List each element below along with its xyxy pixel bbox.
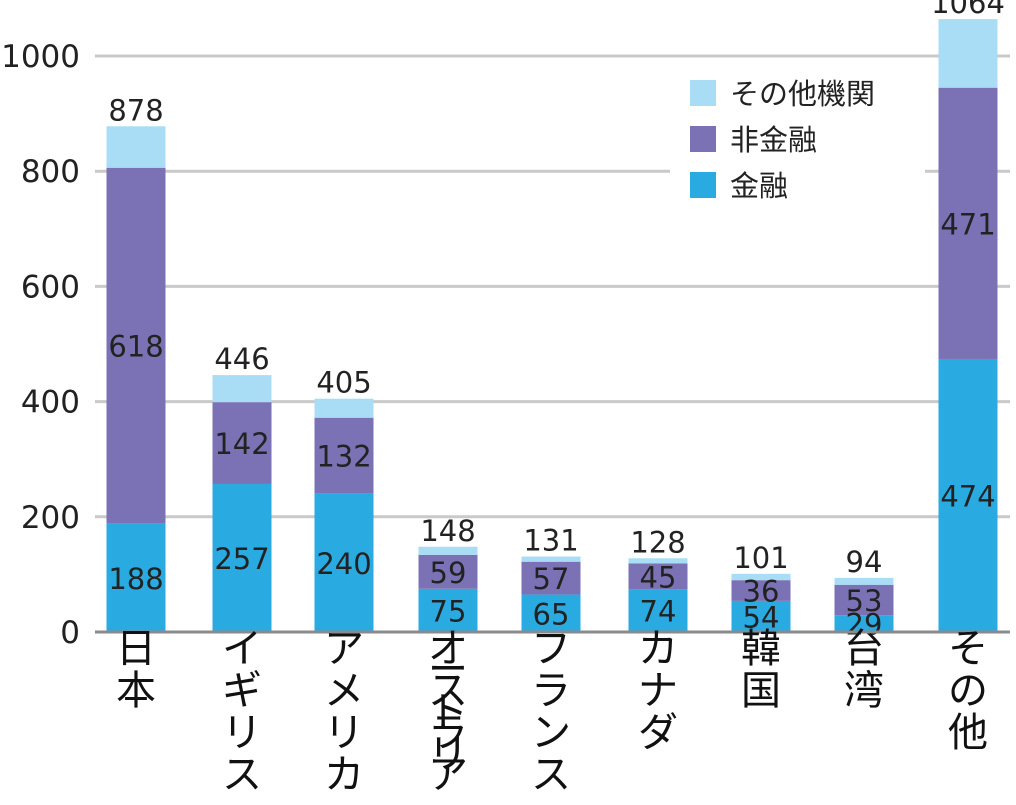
y-tick-label: 1000 — [1, 39, 80, 75]
segment-value-label: 257 — [214, 542, 269, 576]
total-value-label: 1064 — [931, 0, 1005, 20]
x-category-label: 日本 — [116, 626, 156, 714]
bar-segment — [834, 615, 894, 632]
segment-value-label: 132 — [316, 440, 371, 474]
total-value-label: 128 — [630, 525, 685, 559]
bar-segment — [731, 580, 791, 601]
segment-value-label: 74 — [640, 595, 677, 629]
x-category-label: カナダ — [638, 626, 678, 756]
x-category-label: その他 — [948, 626, 988, 756]
bar-segment — [521, 561, 581, 595]
segment-value-label: 471 — [940, 207, 995, 241]
y-axis: 0 200 400 600 800 1000 — [1, 39, 80, 651]
segment-value-label: 65 — [533, 597, 570, 631]
y-tick-label: 200 — [21, 500, 80, 536]
x-category-label: オーストラリア — [428, 626, 468, 798]
total-value-label: 101 — [733, 541, 788, 575]
bar-segment — [314, 398, 374, 418]
y-tick-label: 800 — [21, 154, 80, 190]
bar-segment — [834, 577, 894, 585]
bar-segment — [212, 375, 272, 403]
legend-swatch — [690, 80, 716, 106]
segment-value-label: 57 — [533, 562, 570, 596]
segment-value-label: 54 — [743, 600, 780, 634]
bar-segment — [106, 126, 166, 168]
bar-segment — [834, 584, 894, 616]
segment-value-label: 29 — [846, 608, 883, 642]
segment-value-label: 618 — [108, 330, 163, 364]
legend-swatch — [690, 172, 716, 198]
bar-segment — [418, 546, 478, 555]
bar-segment — [731, 600, 791, 632]
bar-segment — [314, 417, 374, 494]
total-value-label: 878 — [108, 93, 163, 127]
segment-value-label: 53 — [846, 584, 883, 618]
total-value-label: 131 — [523, 524, 578, 558]
legend-swatch — [690, 126, 716, 152]
bars — [106, 19, 998, 632]
bar-segment — [628, 589, 688, 632]
total-value-label: 148 — [420, 514, 475, 548]
segment-value-label: 142 — [214, 427, 269, 461]
segment-value-label: 36 — [743, 575, 780, 609]
segment-value-label: 188 — [108, 562, 163, 596]
legend-label: 金融 — [730, 169, 788, 203]
bar-segment — [628, 563, 688, 590]
bar-segment — [938, 358, 998, 632]
x-category-label: イギリス — [222, 626, 262, 798]
x-category-label: アメリカ — [324, 626, 364, 798]
bar-segment — [731, 573, 791, 581]
x-category-label: フランス — [531, 626, 571, 798]
x-category-label: 台湾 — [844, 626, 884, 714]
bar-segment — [938, 19, 998, 88]
segment-value-label: 75 — [430, 594, 467, 628]
bar-segment — [106, 523, 166, 632]
bar-segment — [212, 402, 272, 484]
total-value-label: 405 — [316, 366, 371, 400]
bar-segment — [521, 594, 581, 632]
total-value-label: 446 — [214, 342, 269, 376]
bar-segment — [418, 588, 478, 632]
y-tick-label: 400 — [21, 385, 80, 421]
bar-segment — [212, 483, 272, 632]
x-category-label: 韓国 — [741, 626, 781, 714]
bar-segment — [106, 167, 166, 524]
legend-label: その他機関 — [730, 77, 875, 111]
segment-value-label: 474 — [940, 479, 995, 513]
segment-value-label: 45 — [640, 560, 677, 594]
y-tick-label: 600 — [21, 269, 80, 305]
segment-value-label: 59 — [430, 556, 467, 590]
bar-segment — [938, 87, 998, 359]
legend-label: 非金融 — [730, 123, 817, 157]
bar-segment — [418, 554, 478, 589]
bar-segment — [314, 493, 374, 632]
y-tick-label: 0 — [60, 615, 80, 651]
bar-segment — [521, 556, 581, 562]
segment-value-label: 240 — [316, 547, 371, 581]
bar-segment — [628, 558, 688, 564]
total-value-label: 94 — [846, 545, 883, 579]
